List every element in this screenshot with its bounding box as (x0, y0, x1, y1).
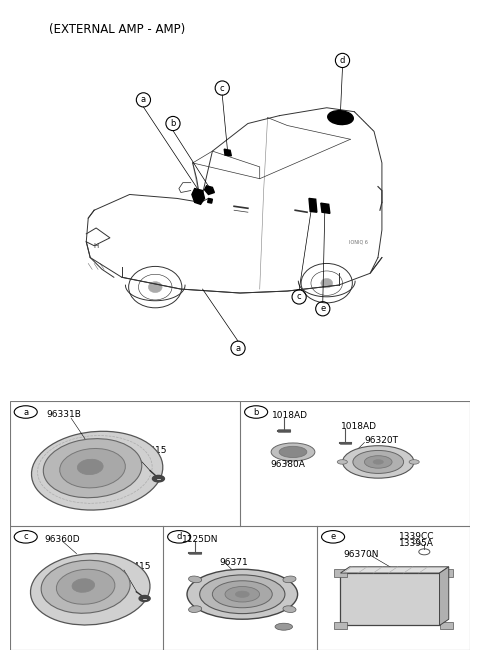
Text: e: e (320, 304, 325, 313)
Bar (334, 569, 348, 577)
Ellipse shape (235, 591, 249, 597)
Ellipse shape (353, 451, 404, 474)
Polygon shape (440, 567, 449, 625)
Ellipse shape (279, 446, 307, 457)
Circle shape (153, 476, 165, 482)
Ellipse shape (31, 554, 150, 625)
Text: 13395A: 13395A (399, 539, 434, 547)
Text: e: e (330, 532, 336, 541)
Ellipse shape (212, 581, 272, 608)
Text: 1018AD: 1018AD (272, 411, 308, 420)
Ellipse shape (409, 460, 419, 464)
Text: 1125DN: 1125DN (182, 535, 219, 544)
Ellipse shape (77, 459, 103, 474)
Ellipse shape (189, 576, 202, 583)
Ellipse shape (43, 439, 142, 498)
Polygon shape (208, 198, 213, 203)
Text: 96370N: 96370N (344, 550, 379, 559)
Bar (440, 569, 453, 577)
Text: 96380A: 96380A (270, 460, 305, 469)
Ellipse shape (373, 460, 384, 464)
Ellipse shape (41, 560, 130, 613)
Ellipse shape (32, 431, 163, 510)
Text: 96331B: 96331B (47, 410, 81, 419)
Ellipse shape (200, 575, 285, 614)
Ellipse shape (283, 606, 296, 612)
Polygon shape (340, 567, 449, 573)
Ellipse shape (60, 449, 125, 488)
Text: c: c (24, 532, 28, 541)
Ellipse shape (321, 279, 333, 288)
Bar (334, 622, 348, 629)
Text: d: d (340, 56, 345, 65)
Polygon shape (309, 198, 317, 212)
Ellipse shape (148, 282, 162, 292)
Bar (440, 622, 453, 629)
Bar (340, 573, 440, 625)
Text: 94415: 94415 (122, 562, 151, 572)
Ellipse shape (283, 576, 296, 583)
Text: b: b (170, 119, 176, 128)
Ellipse shape (275, 623, 292, 630)
Ellipse shape (225, 587, 260, 602)
Ellipse shape (187, 569, 298, 619)
Circle shape (139, 595, 150, 602)
Text: 96371: 96371 (219, 558, 248, 567)
Ellipse shape (56, 569, 115, 604)
Text: a: a (23, 407, 28, 417)
Ellipse shape (72, 579, 95, 593)
Text: 96320T: 96320T (364, 436, 398, 445)
Text: a: a (141, 95, 146, 104)
Text: (EXTERNAL AMP - AMP): (EXTERNAL AMP - AMP) (49, 23, 185, 36)
Text: a: a (236, 344, 240, 353)
Polygon shape (192, 189, 204, 204)
Text: 1018AD: 1018AD (341, 422, 377, 432)
Ellipse shape (337, 460, 348, 464)
Text: c: c (297, 292, 301, 302)
Text: 96360D: 96360D (44, 535, 80, 544)
Ellipse shape (189, 606, 202, 612)
Text: 94415: 94415 (139, 446, 167, 455)
Text: b: b (253, 407, 259, 417)
Text: IONIQ 6: IONIQ 6 (349, 239, 368, 244)
Text: 1339CC: 1339CC (399, 532, 434, 541)
Text: c: c (220, 83, 225, 93)
Polygon shape (204, 186, 215, 194)
Ellipse shape (364, 456, 392, 468)
Ellipse shape (328, 110, 353, 125)
Polygon shape (321, 203, 330, 214)
Ellipse shape (271, 443, 315, 461)
Ellipse shape (343, 445, 414, 478)
Text: H: H (94, 242, 99, 249)
Text: d: d (177, 532, 182, 541)
Polygon shape (224, 149, 231, 156)
